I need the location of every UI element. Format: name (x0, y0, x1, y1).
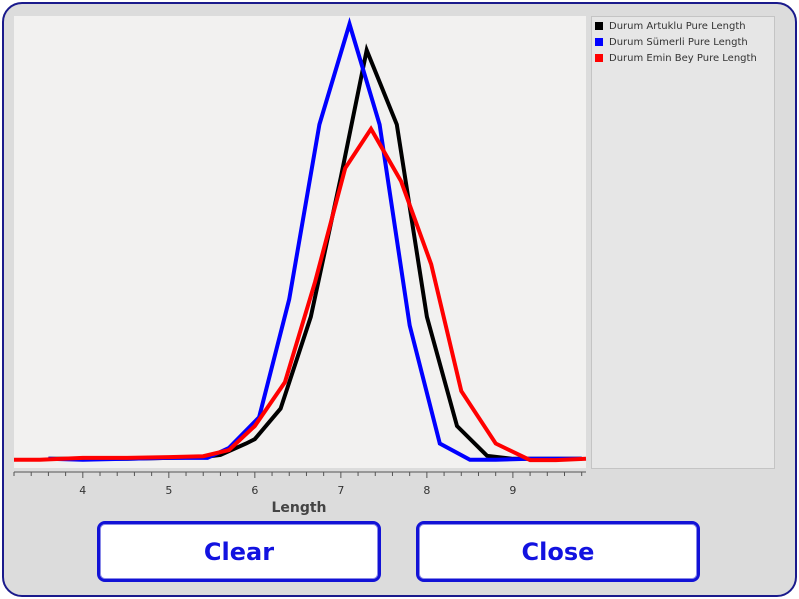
x-tick-label: 7 (337, 484, 344, 497)
legend-swatch (595, 54, 603, 62)
clear-button[interactable]: Clear (97, 521, 381, 582)
x-axis: 4 5 6 7 8 9 (13, 471, 586, 497)
line-chart: 4 5 6 7 8 9 Length (13, 16, 587, 516)
x-axis-label: Length (271, 500, 326, 516)
x-tick-label: 8 (423, 484, 430, 497)
legend-item-2: Durum Sümerli Pure Length (592, 34, 774, 50)
legend-item-3: Durum Emin Bey Pure Length (592, 50, 774, 66)
legend-label: Durum Emin Bey Pure Length (609, 52, 757, 64)
chart-plot-panel: 4 5 6 7 8 9 Length (13, 16, 587, 516)
legend-swatch (595, 22, 603, 30)
x-tick-label: 5 (165, 484, 172, 497)
chart-legend: Durum Artuklu Pure Length Durum Sümerli P… (591, 16, 775, 469)
legend-label: Durum Artuklu Pure Length (609, 20, 746, 32)
x-tick-label: 6 (251, 484, 258, 497)
legend-label: Durum Sümerli Pure Length (609, 36, 748, 48)
x-tick-label: 9 (509, 484, 516, 497)
legend-item-1: Durum Artuklu Pure Length (592, 18, 774, 34)
close-button[interactable]: Close (416, 521, 700, 582)
legend-swatch (595, 38, 603, 46)
x-tick-label: 4 (79, 484, 86, 497)
series-line-3 (14, 125, 587, 463)
series-layer (14, 17, 587, 463)
